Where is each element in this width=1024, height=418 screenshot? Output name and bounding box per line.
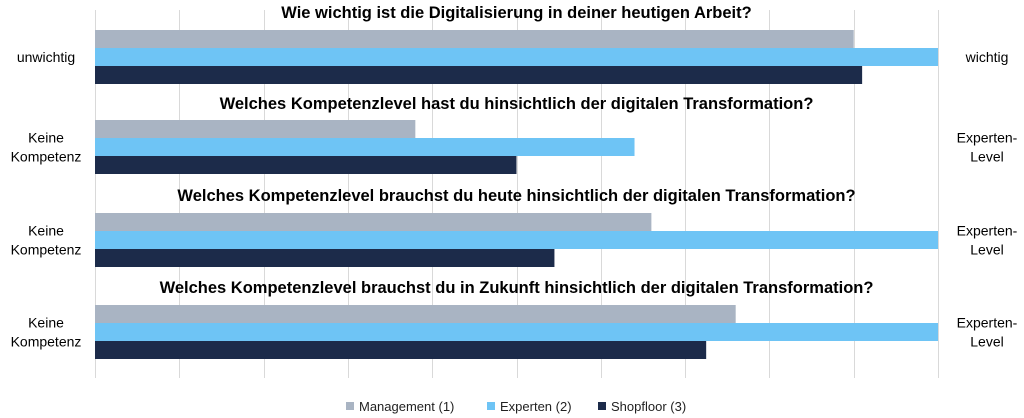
question-title-4: Welches Kompetenzlevel brauchst du in Zu… <box>160 279 874 297</box>
right-label-1: wichtig <box>965 49 1009 65</box>
left-label-2: Keine <box>28 130 64 146</box>
right-label-4: Level <box>970 334 1003 350</box>
right-label-2: Level <box>970 149 1003 165</box>
bar-2-2 <box>95 138 635 156</box>
legend-swatch-2 <box>487 402 495 410</box>
question-title-3: Welches Kompetenzlevel brauchst du heute… <box>177 187 855 205</box>
right-label-2: Experten- <box>957 130 1018 146</box>
left-label-3: Kompetenz <box>11 242 82 258</box>
bar-2-3 <box>95 156 517 174</box>
bar-3-3 <box>95 249 555 267</box>
bar-3-2 <box>95 231 938 249</box>
left-label-4: Keine <box>28 315 64 331</box>
left-label-1: unwichtig <box>17 49 75 65</box>
bars <box>95 30 938 359</box>
left-label-4: Kompetenz <box>11 334 82 350</box>
right-label-4: Experten- <box>957 315 1018 331</box>
bar-3-1 <box>95 213 652 231</box>
bar-1-2 <box>95 48 938 66</box>
legend-label-1: Management (1) <box>359 399 454 414</box>
right-label-3: Level <box>970 242 1003 258</box>
labels: Wie wichtig ist die Digitalisierung in d… <box>11 4 1018 350</box>
bar-4-2 <box>95 323 938 341</box>
bar-1-1 <box>95 30 854 48</box>
bar-4-1 <box>95 305 736 323</box>
legend-label-3: Shopfloor (3) <box>611 399 686 414</box>
bar-1-3 <box>95 66 863 84</box>
legend: Management (1) Experten (2) Shopfloor (3) <box>346 399 686 414</box>
right-label-3: Experten- <box>957 223 1018 239</box>
bar-2-1 <box>95 120 416 138</box>
bar-4-3 <box>95 341 707 359</box>
legend-swatch-1 <box>346 402 354 410</box>
question-title-2: Welches Kompetenzlevel hast du hinsichtl… <box>220 95 814 113</box>
left-label-2: Kompetenz <box>11 149 82 165</box>
legend-swatch-3 <box>598 402 606 410</box>
left-label-3: Keine <box>28 223 64 239</box>
question-title-1: Wie wichtig ist die Digitalisierung in d… <box>281 4 751 22</box>
legend-label-2: Experten (2) <box>500 399 572 414</box>
